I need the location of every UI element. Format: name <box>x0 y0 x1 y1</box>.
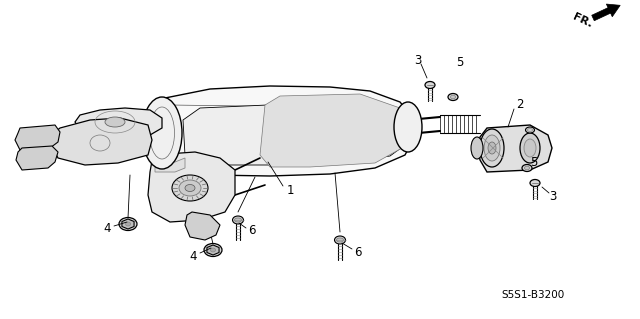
Polygon shape <box>75 108 162 137</box>
Polygon shape <box>592 4 620 21</box>
Ellipse shape <box>119 218 137 231</box>
Polygon shape <box>260 94 410 167</box>
Ellipse shape <box>172 175 208 201</box>
Text: 2: 2 <box>516 99 524 112</box>
Text: 4: 4 <box>103 222 111 235</box>
Ellipse shape <box>394 102 422 152</box>
Ellipse shape <box>488 142 496 154</box>
Ellipse shape <box>425 81 435 88</box>
Polygon shape <box>15 125 60 150</box>
Ellipse shape <box>234 218 241 222</box>
Text: S5S1-B3200: S5S1-B3200 <box>501 290 564 300</box>
Polygon shape <box>207 245 219 255</box>
Ellipse shape <box>179 180 201 196</box>
Ellipse shape <box>530 180 540 187</box>
Ellipse shape <box>211 248 216 252</box>
Ellipse shape <box>522 165 532 172</box>
Text: 4: 4 <box>189 249 196 263</box>
Polygon shape <box>155 86 415 176</box>
Polygon shape <box>185 212 220 240</box>
Ellipse shape <box>448 93 458 100</box>
Ellipse shape <box>524 139 536 157</box>
Polygon shape <box>50 118 152 165</box>
Ellipse shape <box>471 137 483 159</box>
Ellipse shape <box>525 127 534 133</box>
Text: 5: 5 <box>456 56 464 69</box>
Text: 1: 1 <box>286 184 294 197</box>
Ellipse shape <box>125 222 131 226</box>
Ellipse shape <box>335 236 346 244</box>
Text: 3: 3 <box>549 190 557 204</box>
Ellipse shape <box>142 97 182 169</box>
Text: 6: 6 <box>355 246 362 258</box>
Ellipse shape <box>185 184 195 191</box>
Ellipse shape <box>520 133 540 163</box>
Polygon shape <box>478 125 552 172</box>
Polygon shape <box>155 158 185 172</box>
Ellipse shape <box>480 129 504 167</box>
Text: 5: 5 <box>531 155 538 168</box>
Ellipse shape <box>525 166 529 170</box>
Polygon shape <box>148 152 235 222</box>
Polygon shape <box>122 219 134 229</box>
Ellipse shape <box>232 216 243 224</box>
Polygon shape <box>16 146 58 170</box>
Ellipse shape <box>337 238 344 242</box>
Ellipse shape <box>204 243 222 256</box>
Text: 6: 6 <box>248 225 256 238</box>
Ellipse shape <box>484 135 500 161</box>
Ellipse shape <box>105 117 125 127</box>
Text: FR.: FR. <box>572 12 595 30</box>
Polygon shape <box>183 100 410 165</box>
Text: 3: 3 <box>414 55 422 68</box>
Ellipse shape <box>451 95 456 99</box>
